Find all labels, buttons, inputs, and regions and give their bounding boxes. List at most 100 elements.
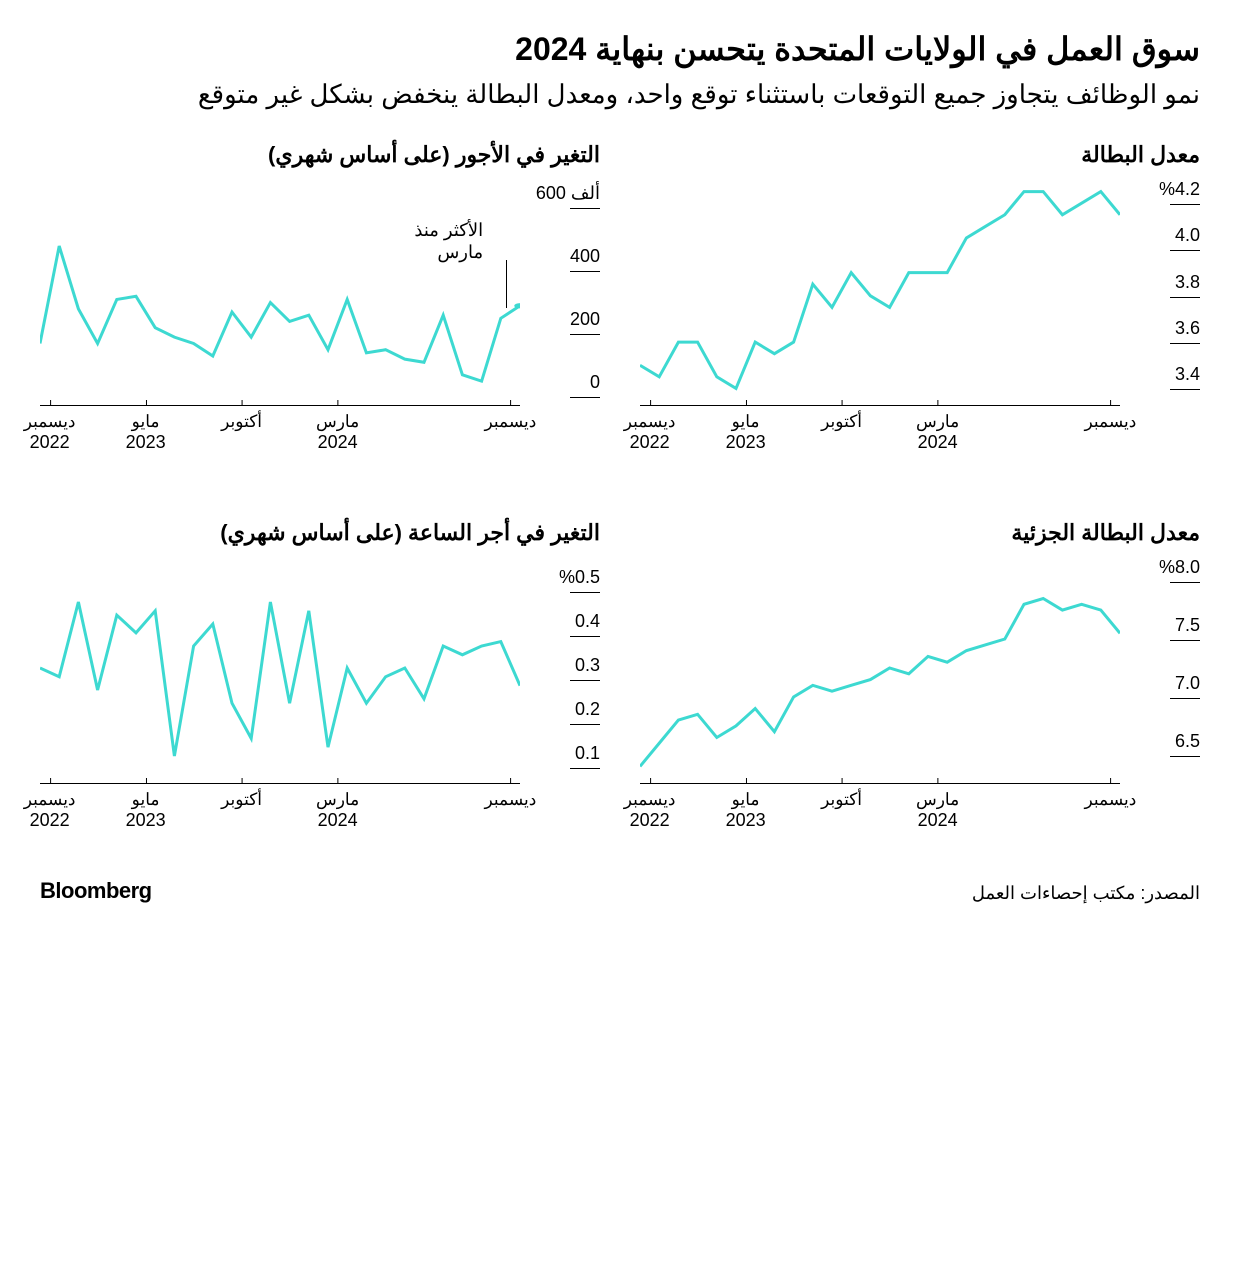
y-tick-label: 400 [570, 246, 600, 267]
y-tick-label: 3.6 [1170, 318, 1200, 339]
y-tick: 6.5 [1170, 731, 1200, 757]
x-tick-label: مارس [916, 790, 959, 810]
x-tick-label: ديسمبر [24, 790, 76, 810]
x-tick-year: 2024 [916, 810, 959, 831]
x-tick-label: مارس [316, 412, 359, 432]
y-tick-mark [570, 768, 600, 769]
x-tick-year: 2024 [316, 432, 359, 453]
y-tick-label: %4.2 [1159, 179, 1200, 200]
x-tick: مايو2023 [126, 784, 166, 831]
x-tick-year: 2023 [726, 432, 766, 453]
x-tick-label: ديسمبر [1084, 790, 1136, 810]
y-tick-label: 7.0 [1170, 673, 1200, 694]
footer: Bloomberg المصدر: مكتب إحصاءات العمل [40, 878, 1200, 904]
line-chart-svg [640, 558, 1120, 778]
x-tick: ديسمبر [484, 784, 536, 810]
y-tick-mark [570, 271, 600, 272]
x-tick-label: أكتوبر [221, 412, 262, 432]
x-tick-label: مارس [316, 790, 359, 810]
x-tick-year: 2022 [624, 432, 676, 453]
x-tick: ديسمبر [1084, 406, 1136, 432]
chart-line [40, 602, 520, 756]
x-tick-label: ديسمبر [1084, 412, 1136, 432]
source-label: المصدر: مكتب إحصاءات العمل [972, 883, 1200, 904]
x-tick: ديسمبر2022 [624, 406, 676, 453]
x-tick-year: 2023 [726, 810, 766, 831]
chart-unemployment-title: معدل البطالة [640, 142, 1200, 168]
annotation-leader-line [506, 260, 507, 308]
annotation-text: الأكثر منذ [414, 220, 483, 242]
x-tick: مايو2023 [726, 784, 766, 831]
y-tick: %8.0 [1159, 557, 1200, 583]
page-title: سوق العمل في الولايات المتحدة يتحسن بنها… [40, 30, 1200, 68]
x-tick-label: مايو [126, 790, 166, 810]
line-chart-svg [40, 558, 520, 778]
y-tick-mark [570, 724, 600, 725]
chart-annotation: الأكثر منذمارس [414, 220, 483, 263]
y-tick-mark [1170, 698, 1200, 699]
x-tick: ديسمبر [1084, 784, 1136, 810]
y-tick-label: 0 [570, 372, 600, 393]
y-tick: 4.0 [1170, 225, 1200, 251]
y-tick-mark [1170, 204, 1200, 205]
chart-line [640, 192, 1120, 389]
y-tick-mark [570, 397, 600, 398]
line-chart-svg [40, 180, 520, 400]
x-tick-year: 2022 [24, 810, 76, 831]
y-tick-mark [1170, 297, 1200, 298]
y-tick-label: 0.3 [570, 655, 600, 676]
x-tick: ديسمبر2022 [624, 784, 676, 831]
chart-underemployment: معدل البطالة الجزئية %8.07.57.06.5 ديسمب… [640, 520, 1200, 838]
x-tick-label: ديسمبر [484, 790, 536, 810]
y-tick-label: 600 ألف [536, 183, 600, 204]
y-tick: 3.4 [1170, 364, 1200, 390]
y-tick-label: 0.2 [570, 699, 600, 720]
x-tick: مارس2024 [916, 784, 959, 831]
y-tick-label: 0.1 [570, 743, 600, 764]
y-tick-mark [1170, 250, 1200, 251]
y-tick-label: 200 [570, 309, 600, 330]
chart-hourly-earnings: التغير في أجر الساعة (على أساس شهري) %0.… [40, 520, 600, 838]
x-tick: ديسمبر [484, 406, 536, 432]
y-tick-label: 4.0 [1170, 225, 1200, 246]
y-tick-label: 3.4 [1170, 364, 1200, 385]
y-tick-label: 6.5 [1170, 731, 1200, 752]
x-tick: أكتوبر [821, 784, 862, 810]
page-subtitle: نمو الوظائف يتجاوز جميع التوقعات باستثنا… [40, 76, 1200, 112]
x-tick: مايو2023 [126, 406, 166, 453]
x-tick-label: أكتوبر [821, 790, 862, 810]
y-tick-mark [570, 636, 600, 637]
y-tick-mark [1170, 582, 1200, 583]
x-tick-label: مايو [126, 412, 166, 432]
brand-logo: Bloomberg [40, 878, 152, 904]
y-tick: 7.0 [1170, 673, 1200, 699]
y-tick: 0.1 [570, 743, 600, 769]
chart-line [40, 246, 520, 381]
y-tick: %0.5 [559, 567, 600, 593]
y-tick: 400 [570, 246, 600, 272]
y-tick: %4.2 [1159, 179, 1200, 205]
y-tick-mark [1170, 640, 1200, 641]
x-tick: مارس2024 [316, 406, 359, 453]
x-tick: ديسمبر2022 [24, 406, 76, 453]
y-tick-label: 0.4 [570, 611, 600, 632]
chart-payrolls-title: التغير في الأجور (على أساس شهري) [40, 142, 600, 168]
x-tick-label: مايو [726, 412, 766, 432]
y-tick: 3.8 [1170, 272, 1200, 298]
x-tick-year: 2023 [126, 810, 166, 831]
x-tick: مارس2024 [916, 406, 959, 453]
x-tick-label: أكتوبر [221, 790, 262, 810]
x-tick-label: مايو [726, 790, 766, 810]
x-tick-label: ديسمبر [24, 412, 76, 432]
x-tick-year: 2022 [624, 810, 676, 831]
y-tick-mark [570, 680, 600, 681]
y-tick-label: %0.5 [559, 567, 600, 588]
y-tick-mark [1170, 389, 1200, 390]
x-tick-label: ديسمبر [624, 412, 676, 432]
x-tick-label: ديسمبر [484, 412, 536, 432]
line-chart-svg [640, 180, 1120, 400]
y-tick: 0.3 [570, 655, 600, 681]
x-tick-year: 2022 [24, 432, 76, 453]
x-tick: مايو2023 [726, 406, 766, 453]
chart-unemployment: معدل البطالة %4.24.03.83.63.4 ديسمبر2022… [640, 142, 1200, 460]
